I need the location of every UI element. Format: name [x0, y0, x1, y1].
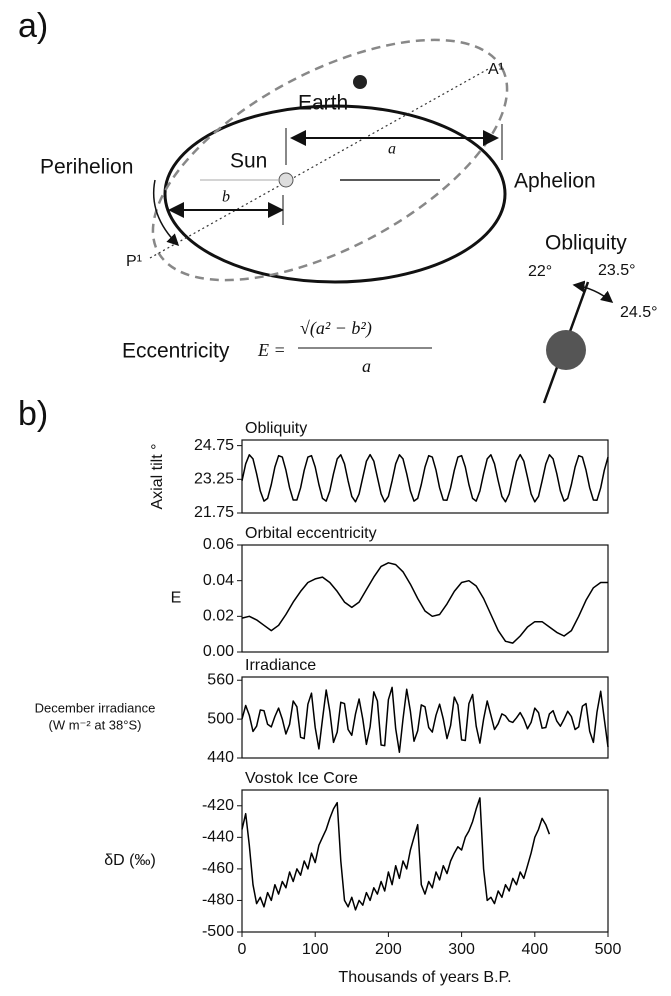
data-line: [241, 797, 551, 911]
formula: E =: [257, 340, 286, 360]
plot-frame: [241, 789, 609, 933]
tilt-label: 23.5°: [598, 262, 636, 279]
perihelion-label: Perihelion: [40, 156, 133, 179]
y-tick-label: 440: [207, 749, 234, 766]
chart-title: Vostok Ice Core: [245, 770, 358, 787]
y-tick-label: 500: [207, 710, 234, 727]
precessed-orbit: [151, 38, 509, 282]
chart-title: Irradiance: [245, 657, 316, 674]
precession-arrow: [152, 179, 180, 247]
x-tick-label: 0: [238, 941, 247, 958]
y-tick-label: -460: [202, 860, 234, 877]
tilt-arrow: [572, 280, 614, 303]
y-tick-label: 24.75: [194, 437, 234, 454]
y-tick-label: 0.04: [203, 572, 234, 589]
formula: a: [362, 356, 371, 376]
panel-label: b): [18, 395, 48, 433]
globe: [546, 330, 586, 370]
x-tick-label: 200: [375, 941, 402, 958]
a-label: a: [388, 141, 396, 158]
data-line: [241, 562, 608, 644]
b-label: b: [222, 189, 230, 206]
y-axis-label: δD (‰): [104, 852, 156, 869]
plot-frame: [241, 439, 609, 514]
formula: √(a² − b²): [300, 318, 372, 339]
obliquity-label: Obliquity: [545, 232, 627, 255]
y-tick-label: -500: [202, 923, 234, 940]
panel-label: a): [18, 7, 48, 45]
tilt-label: 22°: [528, 263, 552, 280]
sun: [278, 172, 294, 188]
aphelion-label: Aphelion: [514, 170, 596, 193]
data-line: [241, 453, 609, 503]
plot-frame: [241, 544, 609, 653]
chart-title: Orbital eccentricity: [245, 525, 377, 542]
y-tick-label: -480: [202, 892, 234, 909]
x-tick-label: 300: [448, 941, 475, 958]
a1-label: A¹: [488, 61, 504, 78]
chart-title: Obliquity: [245, 420, 307, 437]
y-tick-label: 0.06: [203, 536, 234, 553]
y-tick-label: -440: [202, 829, 234, 846]
y-tick-label: -420: [202, 797, 234, 814]
orbit-diagram: a) Earth Sun a b Aphelion Perihelion A¹ …: [18, 7, 658, 433]
p1-label: P¹: [126, 253, 142, 270]
data-line: [241, 686, 609, 753]
plot-frame: [241, 676, 609, 759]
sun-label: Sun: [230, 150, 267, 173]
earth-label: Earth: [298, 92, 348, 115]
earth: [353, 75, 367, 89]
orbit: [163, 104, 507, 284]
y-tick-label: 23.25: [194, 471, 234, 488]
y-tick-label: 21.75: [194, 504, 234, 521]
y-tick-label: 560: [207, 671, 234, 688]
eccentricity-label: Eccentricity: [122, 340, 230, 363]
y-axis-label: Axial tilt °: [149, 444, 166, 510]
y-axis-label: E: [171, 590, 182, 607]
x-axis-label: Thousands of years B.P.: [338, 969, 511, 986]
y-axis-label: (W m⁻² at 38°S): [49, 717, 142, 732]
tilt-label: 24.5°: [620, 304, 658, 321]
x-tick-label: 400: [521, 941, 548, 958]
x-tick-label: 100: [302, 941, 329, 958]
x-tick-label: 500: [595, 941, 622, 958]
y-tick-label: 0.00: [203, 643, 234, 660]
y-axis-label: December irradiance: [35, 700, 156, 715]
y-tick-label: 0.02: [203, 608, 234, 625]
